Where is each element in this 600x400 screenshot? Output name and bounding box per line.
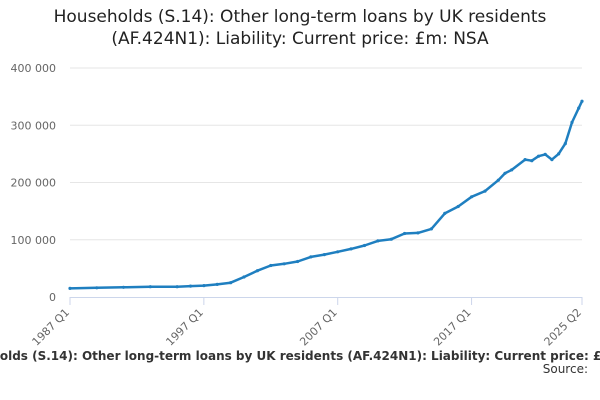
data-point[interactable]: [148, 285, 152, 289]
data-point[interactable]: [269, 263, 273, 268]
series-line: [69, 100, 584, 290]
data-point[interactable]: [483, 189, 487, 193]
data-point[interactable]: [416, 231, 420, 235]
data-point[interactable]: [121, 285, 126, 289]
data-point[interactable]: [570, 120, 574, 124]
y-tick-label: 0: [49, 291, 56, 304]
data-point[interactable]: [543, 152, 547, 156]
x-tick-label: 2017 Q1: [431, 306, 474, 349]
y-tick-label: 400 000: [11, 62, 57, 75]
data-point[interactable]: [68, 286, 72, 290]
data-point[interactable]: [580, 99, 584, 103]
y-tick-label: 200 000: [11, 177, 57, 190]
data-point[interactable]: [309, 255, 313, 259]
y-axis-tick-labels: 0 100 000 200 000 300 000 400 000: [11, 62, 57, 304]
source-label: Source:: [542, 362, 588, 376]
data-point[interactable]: [429, 227, 433, 231]
data-point[interactable]: [443, 211, 447, 215]
data-point[interactable]: [336, 250, 340, 254]
grid-lines: [70, 67, 582, 241]
data-point[interactable]: [550, 158, 554, 162]
data-point[interactable]: [242, 275, 246, 279]
data-point[interactable]: [563, 142, 567, 146]
data-point[interactable]: [503, 171, 507, 175]
data-point[interactable]: [95, 286, 99, 290]
data-point[interactable]: [530, 159, 534, 163]
data-point[interactable]: [389, 237, 393, 241]
data-point[interactable]: [282, 262, 286, 266]
x-tick-label: 1997 Q1: [163, 306, 206, 349]
data-point[interactable]: [202, 284, 206, 288]
data-point[interactable]: [362, 243, 367, 248]
chart-title: Households (S.14): Other long-term loans…: [0, 6, 600, 50]
legend-series-label: Households (S.14): Other long-term loans…: [0, 349, 600, 363]
series-layer: [68, 99, 584, 290]
data-point[interactable]: [296, 259, 300, 264]
data-point[interactable]: [215, 282, 219, 286]
data-point[interactable]: [456, 204, 460, 209]
data-point[interactable]: [523, 158, 527, 162]
chart-title-line2: (AF.424N1): Liability: Current price: £m…: [111, 29, 489, 49]
data-point[interactable]: [349, 247, 353, 251]
data-point[interactable]: [577, 106, 581, 110]
data-point[interactable]: [188, 284, 193, 288]
data-point[interactable]: [510, 168, 514, 172]
chart-title-line1: Households (S.14): Other long-term loans…: [53, 7, 547, 27]
data-point[interactable]: [175, 285, 179, 289]
data-point[interactable]: [496, 178, 500, 182]
data-point[interactable]: [557, 152, 561, 156]
data-point[interactable]: [403, 231, 407, 236]
data-point[interactable]: [536, 154, 541, 158]
x-tick-label: 1987 Q1: [30, 306, 73, 349]
data-point[interactable]: [470, 195, 474, 199]
data-point[interactable]: [229, 281, 233, 285]
data-point[interactable]: [376, 239, 380, 243]
x-axis: 1987 Q1 1997 Q1 2007 Q1 2017 Q1 2025 Q2: [30, 297, 585, 349]
data-point[interactable]: [255, 269, 259, 273]
x-tick-label: 2007 Q1: [297, 306, 340, 349]
y-tick-label: 300 000: [11, 119, 57, 132]
data-point[interactable]: [322, 253, 326, 257]
legend: Households (S.14): Other long-term loans…: [0, 346, 600, 366]
y-tick-label: 100 000: [11, 234, 57, 247]
x-tick-label: 2025 Q2: [542, 306, 585, 349]
